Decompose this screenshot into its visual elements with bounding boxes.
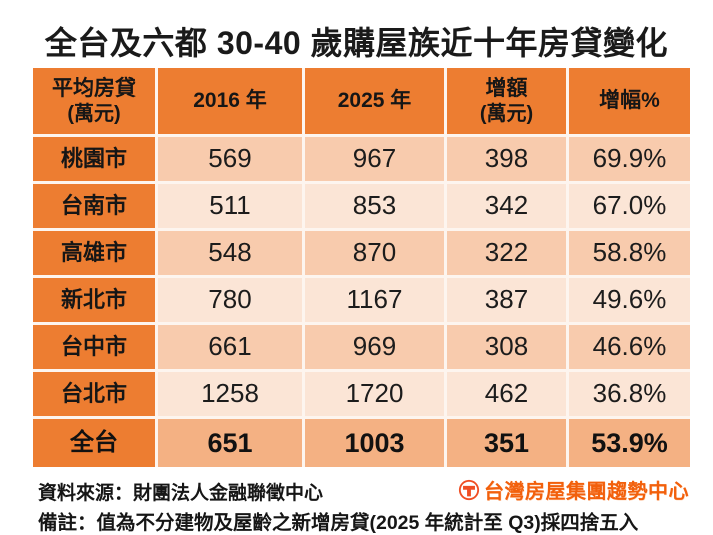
value-growth-pct: 36.8%	[569, 372, 690, 416]
value-2016: 780	[158, 278, 302, 322]
value-2025: 1720	[305, 372, 444, 416]
value-2016: 548	[158, 231, 302, 275]
taiwan-housing-logo-icon	[458, 479, 480, 500]
value-2016: 511	[158, 184, 302, 228]
city-cell: 新北市	[33, 278, 155, 322]
total-city-cell: 全台	[33, 419, 155, 467]
header-cell-increase: 增額 (萬元)	[447, 68, 566, 134]
header-cell-average-loan: 平均房貸 (萬元)	[33, 68, 155, 134]
city-cell: 桃園市	[33, 137, 155, 181]
brand-logo-text: 台灣房屋集團趨勢中心	[484, 481, 689, 503]
page-title: 全台及六都 30-40 歲購屋族近十年房貸變化	[44, 25, 669, 61]
city-cell: 台南市	[33, 184, 155, 228]
header-cell-average-loan-line1: 平均房貸	[52, 77, 136, 101]
value-2025: 969	[305, 325, 444, 369]
value-growth-pct: 69.9%	[569, 137, 690, 181]
value-2016: 569	[158, 137, 302, 181]
header-cell-2025: 2025 年	[305, 68, 444, 134]
value-growth-pct: 46.6%	[569, 325, 690, 369]
note-text: 備註：值為不分建物及屋齡之新增房貸(2025 年統計至 Q3)採四捨五入	[38, 512, 639, 534]
total-value-2025: 1003	[305, 419, 444, 467]
value-increase: 387	[447, 278, 566, 322]
header-cell-average-loan-line2: (萬元)	[67, 102, 121, 125]
city-cell: 高雄市	[33, 231, 155, 275]
header-cell-2016: 2016 年	[158, 68, 302, 134]
value-2025: 967	[305, 137, 444, 181]
city-cell: 台北市	[33, 372, 155, 416]
data-table: 平均房貸 (萬元) 2016 年 2025 年 增額 (萬元) 增幅% 桃園市 …	[33, 68, 690, 467]
value-growth-pct: 49.6%	[569, 278, 690, 322]
value-2025: 870	[305, 231, 444, 275]
brand-logo: 台灣房屋集團趨勢中心	[458, 475, 689, 504]
value-increase: 322	[447, 231, 566, 275]
value-growth-pct: 58.8%	[569, 231, 690, 275]
value-2016: 661	[158, 325, 302, 369]
value-2016: 1258	[158, 372, 302, 416]
total-value-growth-pct: 53.9%	[569, 419, 690, 467]
header-cell-increase-line2: (萬元)	[479, 102, 534, 125]
value-increase: 462	[447, 372, 566, 416]
city-cell: 台中市	[33, 325, 155, 369]
value-increase: 308	[447, 325, 566, 369]
value-increase: 398	[447, 137, 566, 181]
header-cell-increase-line1: 增額	[485, 77, 528, 101]
value-increase: 342	[447, 184, 566, 228]
header-cell-growth-pct: 增幅%	[569, 68, 690, 134]
total-value-2016: 651	[158, 419, 302, 467]
value-2025: 853	[305, 184, 444, 228]
total-value-increase: 351	[447, 419, 566, 467]
value-2025: 1167	[305, 278, 444, 322]
source-text: 資料來源：財團法人金融聯徵中心	[38, 483, 324, 504]
value-growth-pct: 67.0%	[569, 184, 690, 228]
